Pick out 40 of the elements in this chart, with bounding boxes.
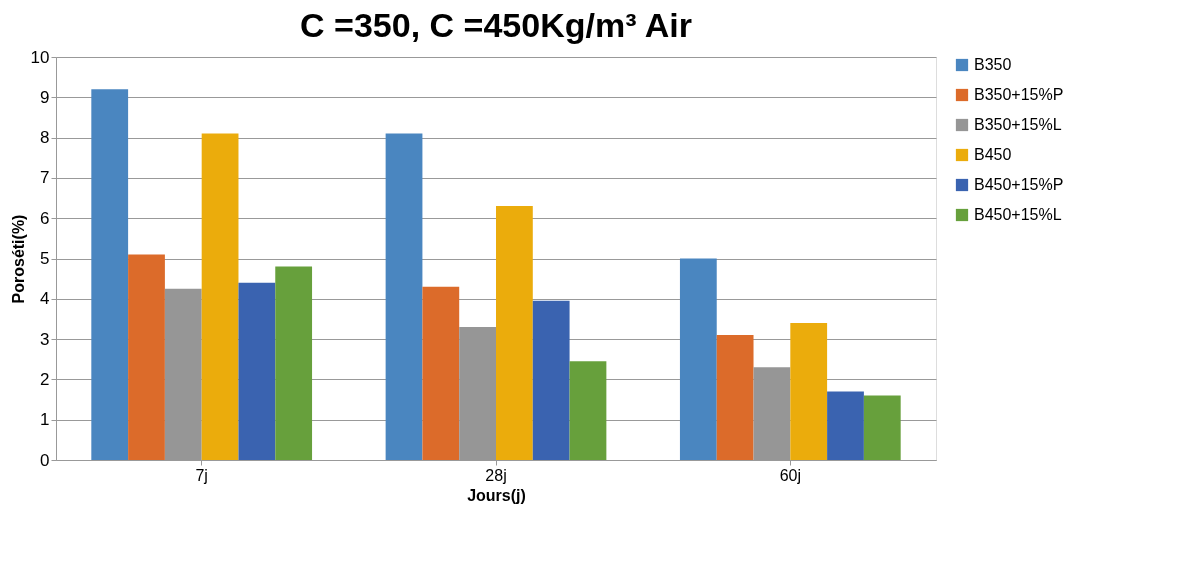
legend-label: B450 <box>974 146 1012 163</box>
y-tick-label: 7 <box>40 168 50 188</box>
bar <box>496 206 533 460</box>
bar <box>753 367 791 460</box>
bar <box>716 335 754 460</box>
x-tick-label: 7j <box>195 466 208 484</box>
y-tick-label: 8 <box>40 128 50 148</box>
chart-title: C =350, C =450Kg/m³ Air <box>300 6 692 44</box>
bar <box>128 254 165 460</box>
x-tick-label: 60j <box>779 466 801 484</box>
y-tick-label: 3 <box>40 329 50 349</box>
bar <box>790 322 828 460</box>
bar <box>201 133 239 460</box>
legend-label: B350+15%P <box>974 86 1064 103</box>
bar <box>827 391 864 460</box>
y-tick-label: 10 <box>30 47 50 67</box>
bar <box>385 133 423 460</box>
bar <box>679 258 717 460</box>
legend-label: B350 <box>974 56 1012 73</box>
bar <box>422 286 460 460</box>
bar <box>275 266 313 460</box>
legend-label: B450+15%L <box>974 206 1062 223</box>
y-tick-label: 4 <box>40 289 50 309</box>
bar <box>459 327 496 460</box>
bar <box>863 395 901 460</box>
y-tick-label: 9 <box>40 87 50 107</box>
bar <box>532 300 570 460</box>
y-tick-label: 1 <box>40 410 50 430</box>
y-tick-label: 0 <box>40 450 50 470</box>
legend-label: B350+15%L <box>974 116 1062 133</box>
y-tick-label: 5 <box>40 249 50 268</box>
y-tick-label: 6 <box>40 208 50 228</box>
y-tick-label: 2 <box>40 369 50 389</box>
y-axis-title: Poroséti(%) <box>9 214 27 304</box>
bar <box>238 282 276 460</box>
x-tick-label: 28j <box>485 466 507 484</box>
bar <box>569 361 607 460</box>
legend-label: B450+15%P <box>974 176 1064 193</box>
x-axis-title: Jours(j) <box>467 486 526 504</box>
bar <box>91 89 129 460</box>
